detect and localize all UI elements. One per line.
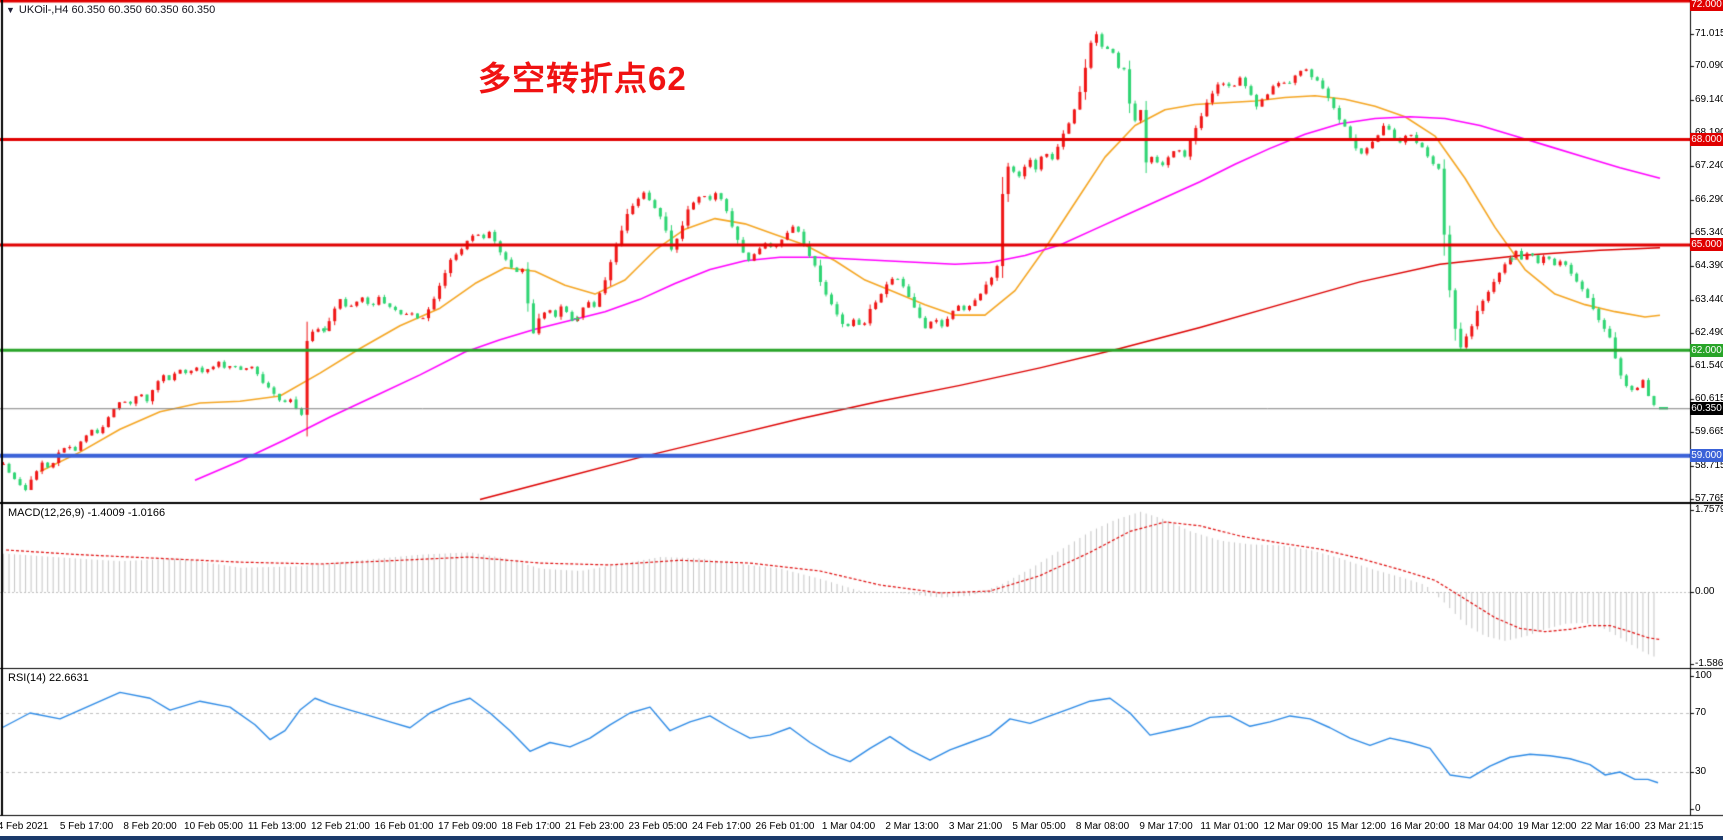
time-axis-label: 18 Feb 17:00 — [501, 821, 561, 832]
time-axis-label: 16 Feb 01:00 — [374, 821, 434, 832]
macd-indicator-label: MACD(12,26,9) -1.4009 -1.0166 — [8, 507, 166, 519]
price-tick-label: 62.490 — [1695, 327, 1723, 339]
time-axis-label: 24 Feb 17:00 — [692, 821, 751, 832]
time-axis-label: 11 Feb 13:00 — [247, 821, 307, 832]
price-badge-72000: 72.000 — [1690, 0, 1723, 11]
rsi-indicator-label: RSI(14) 22.6631 — [8, 672, 89, 684]
price-tick-label: 61.540 — [1695, 360, 1723, 372]
time-axis-label: 11 Mar 01:00 — [1200, 821, 1259, 832]
price-tick-label: 70.090 — [1695, 60, 1723, 72]
chart-annotation-text: 多空转折点62 — [478, 60, 687, 97]
window-bottom-border — [0, 836, 1723, 840]
time-axis-label: 9 Mar 17:00 — [1139, 821, 1193, 832]
price-tick-label: 60.615 — [1695, 392, 1723, 404]
macd-tick-label: -1.5867 — [1695, 658, 1723, 669]
price-tick-label: 64.390 — [1695, 260, 1723, 272]
price-tick-label: 59.665 — [1695, 426, 1723, 438]
time-axis-label: 1 Mar 04:00 — [821, 821, 876, 832]
time-axis-label: 5 Mar 05:00 — [1012, 821, 1066, 832]
price-tick-label: 65.340 — [1695, 227, 1723, 238]
macd-tick-label: 0.00 — [1695, 586, 1715, 597]
price-badge-60350: 60.350 — [1690, 401, 1723, 415]
time-axis-label: 3 Mar 21:00 — [948, 821, 1003, 832]
price-tick-label: 71.015 — [1695, 27, 1723, 39]
price-tick-label: 66.290 — [1695, 193, 1723, 205]
rsi-tick-label: 0 — [1695, 803, 1701, 814]
price-badge-65000: 65.000 — [1690, 238, 1723, 252]
time-axis-label: 5 Feb 17:00 — [59, 821, 114, 832]
time-axis-label: 23 Mar 21:15 — [1644, 821, 1704, 832]
time-axis-label: 4 Feb 2021 — [0, 821, 49, 832]
price-badge-59000: 59.000 — [1690, 449, 1723, 463]
collapse-chevron-icon[interactable]: ▼ — [6, 5, 15, 15]
time-axis-label: 26 Feb 01:00 — [755, 821, 815, 832]
price-tick-label: 57.765 — [1695, 493, 1723, 504]
time-axis-label: 12 Mar 09:00 — [1263, 821, 1323, 832]
time-axis-label: 22 Mar 16:00 — [1581, 821, 1640, 832]
rsi-tick-label: 30 — [1695, 766, 1707, 777]
time-axis-label: 8 Feb 20:00 — [123, 821, 177, 832]
time-axis-label: 19 Mar 12:00 — [1517, 821, 1577, 832]
price-tick-label: 68.190 — [1695, 127, 1723, 138]
time-axis-label: 8 Mar 08:00 — [1075, 821, 1130, 832]
rsi-tick-label: 100 — [1695, 670, 1712, 681]
time-axis-label: 12 Feb 21:00 — [311, 821, 370, 832]
symbol-ohlc-bar: ▼ UKOil-,H4 60.350 60.350 60.350 60.350 — [6, 4, 215, 16]
time-axis-label: 17 Feb 09:00 — [438, 821, 497, 832]
time-axis-label: 16 Mar 20:00 — [1390, 821, 1450, 832]
price-tick-label: 63.440 — [1695, 293, 1723, 305]
price-tick-label: 67.240 — [1695, 160, 1723, 172]
macd-tick-label: 1.7579 — [1695, 504, 1723, 515]
time-axis-label: 2 Mar 13:00 — [885, 821, 939, 832]
time-axis-label: 21 Feb 23:00 — [565, 821, 624, 832]
symbol-ohlc-text: UKOil-,H4 60.350 60.350 60.350 60.350 — [18, 4, 216, 16]
price-tick-label: 69.140 — [1695, 93, 1723, 105]
rsi-tick-label: 70 — [1695, 707, 1707, 718]
time-axis-label: 10 Feb 05:00 — [184, 821, 243, 832]
price-tick-label: 58.715 — [1695, 459, 1723, 471]
time-axis-label: 23 Feb 05:00 — [628, 821, 688, 832]
price-badge-62000: 62.000 — [1690, 343, 1723, 357]
time-axis-label: 15 Mar 12:00 — [1327, 821, 1386, 832]
price-badge-68000: 68.000 — [1690, 133, 1723, 147]
time-axis-label: 18 Mar 04:00 — [1454, 821, 1513, 832]
